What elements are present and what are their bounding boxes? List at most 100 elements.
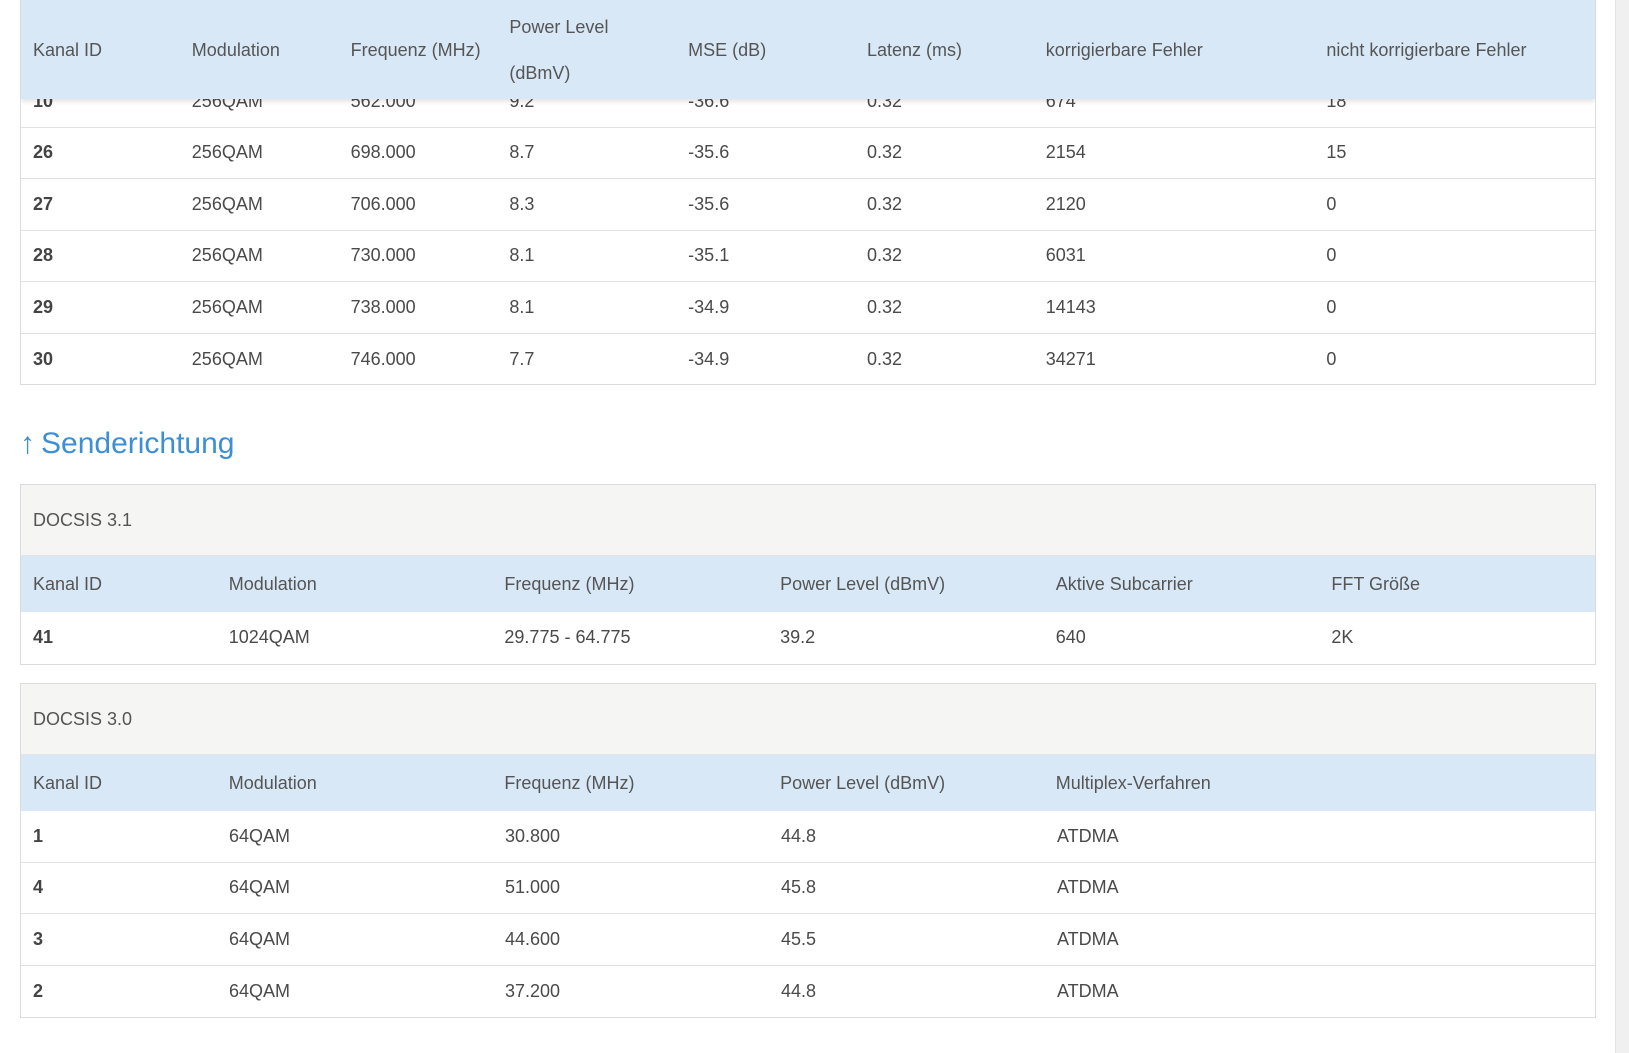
cell-kanal-id: 1 (33, 825, 44, 846)
table-cell: -35.6 (688, 142, 730, 163)
table-cell: 256QAM (191, 193, 263, 214)
table-cell: 256QAM (191, 142, 263, 163)
table-cell: 0.32 (866, 193, 902, 214)
col-kanal-id: Kanal ID (33, 772, 103, 793)
col-kanal-id: Kanal ID (33, 573, 103, 594)
table-cell: -34.9 (688, 296, 730, 317)
table-cell: 15 (1326, 142, 1347, 163)
table-cell: 44.8 (781, 980, 817, 1001)
table-cell: -35.6 (688, 193, 730, 214)
col-modulation: Modulation (191, 39, 280, 60)
table-cell: 45.8 (781, 877, 817, 898)
col-power-level: Power Level (dBmV) (780, 573, 946, 594)
table-row: 27 256QAM 706.000 8.3 -35.6 0.32 2120 0 (21, 179, 1595, 231)
table-row: 2 64QAM 37.200 44.8 ATDMA (21, 966, 1595, 1018)
table-row: 1 64QAM 30.800 44.8 ATDMA (21, 811, 1595, 863)
table-cell: 6031 (1045, 245, 1086, 266)
table-cell: -35.1 (688, 245, 730, 266)
table-cell: 30.800 (505, 825, 561, 846)
col-frequenz: Frequenz (MHz) (504, 772, 635, 793)
table-cell: ATDMA (1057, 877, 1119, 898)
table-cell: 29.775 - 64.775 (504, 627, 631, 648)
table-cell: 256QAM (191, 296, 263, 317)
col-power-level-line1: Power Level (509, 16, 609, 37)
docsis30-table-header: Kanal ID Modulation Frequenz (MHz) Power… (21, 755, 1595, 811)
table-cell: 64QAM (229, 980, 291, 1001)
table-cell: 706.000 (350, 193, 416, 214)
docsis30-panel-label: DOCSIS 3.0 (21, 684, 1595, 755)
table-cell: 0 (1326, 348, 1337, 369)
cell-kanal-id: 28 (33, 245, 54, 266)
col-latenz: Latenz (ms) (866, 39, 962, 60)
table-cell: 0.32 (866, 142, 902, 163)
table-cell: ATDMA (1057, 928, 1119, 949)
col-nicht-korrigierbare-fehler: nicht korrigierbare Fehler (1326, 39, 1527, 60)
table-cell: 39.2 (780, 627, 816, 648)
table-cell: 8.7 (509, 142, 535, 163)
table-row: 29 256QAM 738.000 8.1 -34.9 0.32 14143 0 (21, 282, 1595, 334)
vertical-scrollbar[interactable] (1615, 0, 1629, 1053)
table-cell: 256QAM (191, 348, 263, 369)
col-power-level: Power Level (dBmV) (780, 772, 946, 793)
content: Kanal ID Modulation Frequenz (MHz) Power… (20, 0, 1596, 1018)
table-cell: 0.32 (866, 296, 902, 317)
table-cell: 45.5 (781, 928, 817, 949)
table-cell: 64QAM (229, 825, 291, 846)
table-cell: 8.1 (509, 245, 535, 266)
col-korrigierbare-fehler: korrigierbare Fehler (1045, 39, 1203, 60)
col-frequenz: Frequenz (MHz) (504, 573, 635, 594)
docsis31-table-body: 41 1024QAM 29.775 - 64.775 39.2 640 2K (21, 612, 1595, 664)
downstream-table: Kanal ID Modulation Frequenz (MHz) Power… (20, 0, 1596, 385)
table-cell: 2154 (1045, 142, 1086, 163)
table-cell: 2120 (1045, 193, 1086, 214)
docsis31-panel-label: DOCSIS 3.1 (21, 485, 1595, 556)
col-multiplex-verfahren: Multiplex-Verfahren (1055, 772, 1211, 793)
table-cell: 0 (1326, 193, 1337, 214)
table-cell: -34.9 (688, 348, 730, 369)
cell-kanal-id: 3 (33, 928, 44, 949)
cell-kanal-id: 4 (33, 877, 44, 898)
table-cell: 8.3 (509, 193, 535, 214)
docsis31-table: DOCSIS 3.1 Kanal ID Modulation Frequenz … (20, 484, 1596, 665)
table-cell: 2K (1331, 627, 1354, 648)
table-cell: 0 (1326, 296, 1337, 317)
table-row: 4 64QAM 51.000 45.8 ATDMA (21, 863, 1595, 914)
cell-kanal-id: 30 (33, 348, 54, 369)
col-modulation: Modulation (228, 573, 317, 594)
table-cell: 730.000 (350, 245, 416, 266)
table-cell: 0.32 (866, 245, 902, 266)
cell-kanal-id: 41 (33, 627, 54, 648)
table-cell: 14143 (1045, 296, 1096, 317)
table-cell: 698.000 (350, 142, 416, 163)
col-aktive-subcarrier: Aktive Subcarrier (1055, 573, 1193, 594)
docsis30-table-body: 1 64QAM 30.800 44.8 ATDMA 4 64QAM 51.000 45.8 ATD… (21, 811, 1595, 1017)
table-row: 28 256QAM 730.000 8.1 -35.1 0.32 6031 0 (21, 231, 1595, 282)
docsis31-table-header: Kanal ID Modulation Frequenz (MHz) Power… (21, 556, 1595, 612)
col-fft-groesse: FFT Größe (1331, 573, 1421, 594)
table-cell: 37.200 (505, 980, 561, 1001)
col-frequenz: Frequenz (MHz) (350, 39, 481, 60)
table-cell: 64QAM (229, 928, 291, 949)
table-cell: 640 (1055, 627, 1086, 648)
table-cell: 64QAM (229, 877, 291, 898)
table-cell: 0 (1326, 245, 1337, 266)
table-cell: 746.000 (350, 348, 416, 369)
table-cell: ATDMA (1057, 980, 1119, 1001)
col-kanal-id: Kanal ID (33, 39, 103, 60)
col-mse: MSE (dB) (688, 39, 767, 60)
docsis30-table: DOCSIS 3.0 Kanal ID Modulation Frequenz … (20, 683, 1596, 1018)
downstream-table-header: Kanal ID Modulation Frequenz (MHz) Power… (21, 0, 1595, 99)
table-cell: 34271 (1045, 348, 1096, 369)
cell-kanal-id: 27 (33, 193, 54, 214)
table-row: 30 256QAM 746.000 7.7 -34.9 0.32 34271 0 (21, 334, 1595, 385)
up-arrow-icon: ↑ (20, 427, 35, 460)
section-title-senderichtung: ↑ Senderichtung (20, 427, 234, 461)
table-cell: ATDMA (1057, 825, 1119, 846)
table-cell: 256QAM (191, 245, 263, 266)
table-cell: 738.000 (350, 296, 416, 317)
table-row: 3 64QAM 44.600 45.5 ATDMA (21, 914, 1595, 966)
table-cell: 8.1 (509, 296, 535, 317)
table-cell: 1024QAM (228, 627, 310, 648)
cell-kanal-id: 2 (33, 980, 44, 1001)
